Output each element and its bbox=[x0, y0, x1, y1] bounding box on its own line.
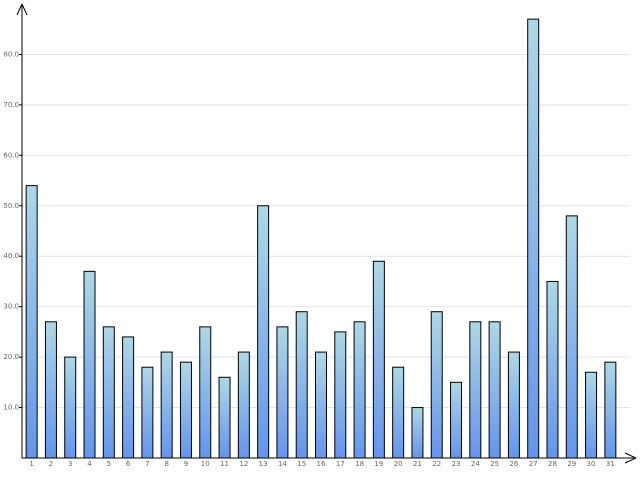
x-tick-label: 30 bbox=[587, 460, 596, 468]
bar bbox=[276, 326, 289, 459]
x-tick-label: 11 bbox=[220, 460, 229, 468]
bar bbox=[141, 366, 154, 459]
bar bbox=[585, 371, 598, 459]
x-tick-label: 21 bbox=[413, 460, 422, 468]
x-tick-label: 6 bbox=[126, 460, 131, 468]
x-tick-label: 23 bbox=[452, 460, 461, 468]
x-tick-label: 25 bbox=[490, 460, 499, 468]
x-tick-label: 29 bbox=[567, 460, 576, 468]
x-tick-label: 14 bbox=[278, 460, 287, 468]
y-tick-label: 40.0 bbox=[3, 252, 19, 260]
bar bbox=[565, 215, 578, 459]
y-axis-arrow bbox=[16, 3, 28, 16]
x-tick-label: 3 bbox=[68, 460, 72, 468]
bar bbox=[507, 351, 520, 459]
x-tick-label: 31 bbox=[606, 460, 615, 468]
bar bbox=[44, 321, 57, 459]
x-tick-label: 27 bbox=[529, 460, 538, 468]
x-tick-label: 4 bbox=[87, 460, 92, 468]
x-tick-label: 19 bbox=[374, 460, 383, 468]
x-tick-label: 20 bbox=[394, 460, 403, 468]
y-tick-label: 10.0 bbox=[3, 404, 19, 412]
bar bbox=[257, 205, 270, 459]
bar bbox=[546, 280, 559, 459]
bar bbox=[488, 321, 501, 459]
bar bbox=[315, 351, 327, 459]
bar bbox=[237, 351, 250, 459]
x-tick-label: 24 bbox=[471, 460, 480, 468]
x-tick-label: 9 bbox=[184, 460, 188, 468]
bar bbox=[411, 407, 424, 459]
x-tick-label: 8 bbox=[164, 460, 168, 468]
bar bbox=[469, 321, 482, 459]
y-tick-label: 30.0 bbox=[3, 303, 19, 311]
x-tick-label: 5 bbox=[107, 460, 111, 468]
bar bbox=[450, 381, 463, 459]
y-tick-label: 20.0 bbox=[3, 353, 19, 361]
y-tick-label: 50.0 bbox=[3, 202, 19, 210]
bar bbox=[372, 260, 385, 459]
x-tick-label: 1 bbox=[29, 460, 33, 468]
bar bbox=[25, 185, 38, 459]
x-tick-label: 15 bbox=[297, 460, 306, 468]
bar bbox=[122, 336, 135, 459]
bar bbox=[527, 18, 540, 459]
bar bbox=[295, 311, 308, 459]
bar bbox=[160, 351, 173, 459]
x-tick-label: 17 bbox=[336, 460, 345, 468]
x-tick-label: 7 bbox=[145, 460, 149, 468]
x-tick-label: 13 bbox=[259, 460, 268, 468]
bar bbox=[218, 376, 231, 459]
x-tick-label: 12 bbox=[239, 460, 248, 468]
bar bbox=[179, 361, 192, 459]
bar bbox=[64, 356, 77, 459]
bar bbox=[199, 326, 212, 459]
y-tick-label: 60.0 bbox=[3, 151, 19, 159]
bar bbox=[83, 270, 96, 459]
bar bbox=[102, 326, 115, 459]
x-tick-label: 16 bbox=[317, 460, 326, 468]
x-tick-label: 22 bbox=[432, 460, 441, 468]
x-tick-label: 10 bbox=[201, 460, 210, 468]
bar bbox=[392, 366, 405, 459]
bar bbox=[430, 311, 443, 459]
bar bbox=[604, 361, 617, 459]
x-tick-label: 26 bbox=[509, 460, 518, 468]
bar bbox=[353, 321, 366, 459]
x-tick-label: 2 bbox=[49, 460, 53, 468]
y-tick-label: 80.0 bbox=[3, 50, 19, 58]
x-axis-arrow bbox=[624, 452, 637, 464]
bar bbox=[334, 331, 347, 459]
x-tick-label: 28 bbox=[548, 460, 557, 468]
x-tick-label: 18 bbox=[355, 460, 364, 468]
y-tick-label: 70.0 bbox=[3, 101, 19, 109]
